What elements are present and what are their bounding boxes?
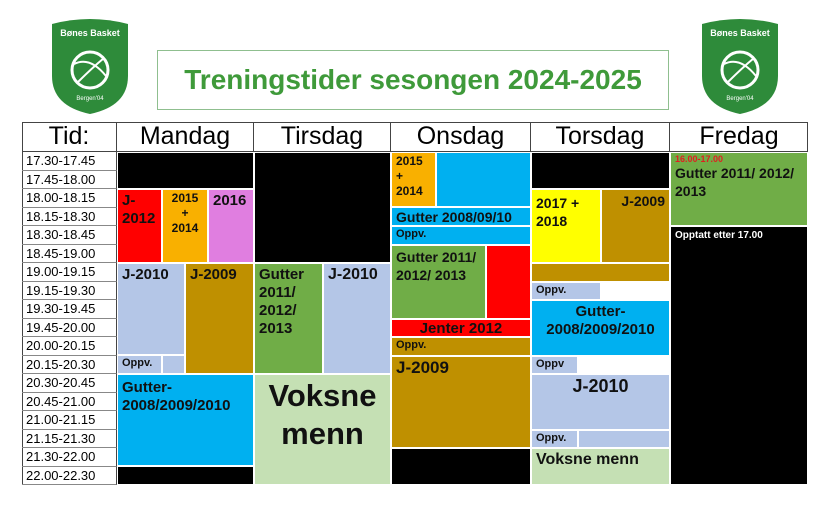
slot: Oppv. (117, 355, 162, 374)
time-cell: 18.15-18.30 (22, 207, 117, 226)
slot: Opptatt etter 17.00 (670, 226, 808, 485)
time-cell: 19.45-20.00 (22, 318, 117, 337)
time-cell: 19.30-19.45 (22, 300, 117, 319)
slot: Oppv. (531, 281, 601, 300)
slot: J-2009 (391, 355, 531, 448)
busy (117, 152, 254, 189)
time-cell: 19.15-19.30 (22, 281, 117, 300)
header-cell: Tid: (22, 122, 117, 152)
time-cell: 20.15-20.30 (22, 355, 117, 374)
header-cell: Mandag (117, 122, 254, 152)
header-cell: Fredag (670, 122, 808, 152)
time-cell: 18.45-19.00 (22, 244, 117, 263)
slot: Gutter 2011/ 2012/ 2013 (254, 263, 323, 374)
busy (117, 466, 254, 485)
time-cell: 19.00-19.15 (22, 263, 117, 282)
time-cell: 20.00-20.15 (22, 337, 117, 356)
slot: J-2010 (323, 263, 391, 374)
slot: Gutter-2008/2009/2010 (117, 374, 254, 466)
time-cell: 20.45-21.00 (22, 392, 117, 411)
slot-fill (578, 429, 670, 448)
slot: J-2012 (117, 189, 162, 263)
logo-name: Bønes Basket (60, 28, 120, 38)
header-cell: Tirsdag (254, 122, 391, 152)
slot: Voksne menn (254, 374, 391, 485)
slot: Oppv. (531, 429, 578, 448)
slot: 2016 (208, 189, 254, 263)
time-cell: 21.30-22.00 (22, 448, 117, 467)
slot: 2015 + 2014 (391, 152, 436, 207)
header-cell: Onsdag (391, 122, 531, 152)
header-cell: Torsdag (531, 122, 670, 152)
slot: 2015 + 2014 (162, 189, 208, 263)
slot: J-2010 (531, 374, 670, 430)
time-cell: 21.00-21.15 (22, 411, 117, 430)
time-cell: 18.00-18.15 (22, 189, 117, 208)
time-cell: 22.00-22.30 (22, 466, 117, 485)
slot: J-2009 (185, 263, 254, 374)
slot-time: 16.00-17.00 (675, 154, 724, 164)
logo-name: Bønes Basket (710, 28, 770, 38)
slot: Voksne menn (531, 448, 670, 485)
busy (391, 448, 531, 485)
title: Treningstider sesongen 2024-2025 (157, 50, 669, 110)
slot-fill (162, 355, 185, 374)
slot: J-2010 (117, 263, 185, 355)
slot: Gutter 2011/ 2012/ 2013 (391, 244, 486, 319)
logo: Bønes Basket Bergen'04 (52, 19, 128, 114)
slot: 2017 + 2018 (531, 189, 601, 263)
time-cell: 17.30-17.45 (22, 152, 117, 171)
time-cell: 21.15-21.30 (22, 429, 117, 448)
busy (531, 152, 670, 189)
slot: J-2009 (601, 189, 670, 263)
slot: Gutter 2008/09/10 (391, 207, 531, 226)
slot-fill (531, 263, 670, 282)
slot-label: Gutter 2011/ 2012/ 2013 (675, 165, 795, 199)
logo-sub: Bergen'04 (726, 96, 754, 102)
time-cell: 17.45-18.00 (22, 170, 117, 189)
slot: Gutter-2008/2009/2010 (531, 300, 670, 356)
slot-fill (486, 244, 531, 319)
logo-sub: Bergen'04 (76, 96, 104, 102)
slot-fill (436, 152, 531, 207)
time-cell: 18.30-18.45 (22, 226, 117, 245)
busy (254, 152, 391, 263)
slot: 16.00-17.00 Gutter 2011/ 2012/ 2013 (670, 152, 808, 226)
slot: Oppv. (391, 337, 531, 356)
slot: Oppv (531, 355, 578, 374)
slot: Jenter 2012 (391, 318, 531, 337)
slot: Oppv. (391, 226, 531, 245)
logo: Bønes Basket Bergen'04 (702, 19, 778, 114)
time-cell: 20.30-20.45 (22, 374, 117, 393)
